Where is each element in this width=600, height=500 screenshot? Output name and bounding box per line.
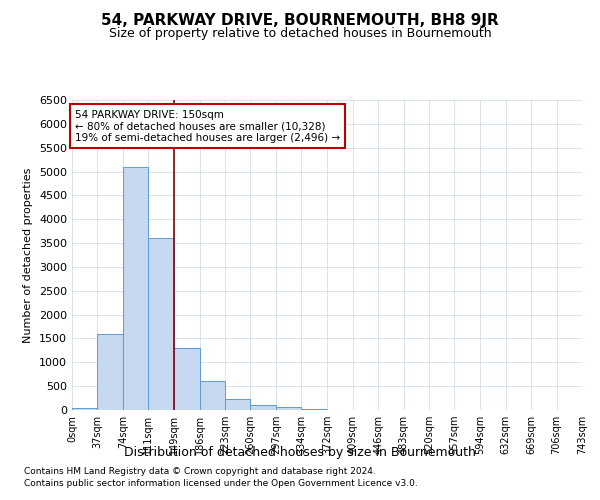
Bar — [123, 167, 148, 410]
Text: 54, PARKWAY DRIVE, BOURNEMOUTH, BH8 9JR: 54, PARKWAY DRIVE, BOURNEMOUTH, BH8 9JR — [101, 12, 499, 28]
Bar — [174, 348, 200, 410]
Text: Distribution of detached houses by size in Bournemouth: Distribution of detached houses by size … — [124, 446, 476, 459]
Bar — [250, 405, 276, 410]
Y-axis label: Number of detached properties: Number of detached properties — [23, 168, 34, 342]
Bar — [148, 238, 174, 410]
Bar — [225, 399, 250, 410]
Bar — [72, 408, 97, 410]
Text: 54 PARKWAY DRIVE: 150sqm
← 80% of detached houses are smaller (10,328)
19% of se: 54 PARKWAY DRIVE: 150sqm ← 80% of detach… — [75, 110, 340, 142]
Text: Contains HM Land Registry data © Crown copyright and database right 2024.: Contains HM Land Registry data © Crown c… — [24, 467, 376, 476]
Text: Size of property relative to detached houses in Bournemouth: Size of property relative to detached ho… — [109, 28, 491, 40]
Bar — [276, 406, 301, 410]
Text: Contains public sector information licensed under the Open Government Licence v3: Contains public sector information licen… — [24, 478, 418, 488]
Bar — [200, 382, 225, 410]
Bar — [97, 334, 123, 410]
Bar — [301, 408, 328, 410]
